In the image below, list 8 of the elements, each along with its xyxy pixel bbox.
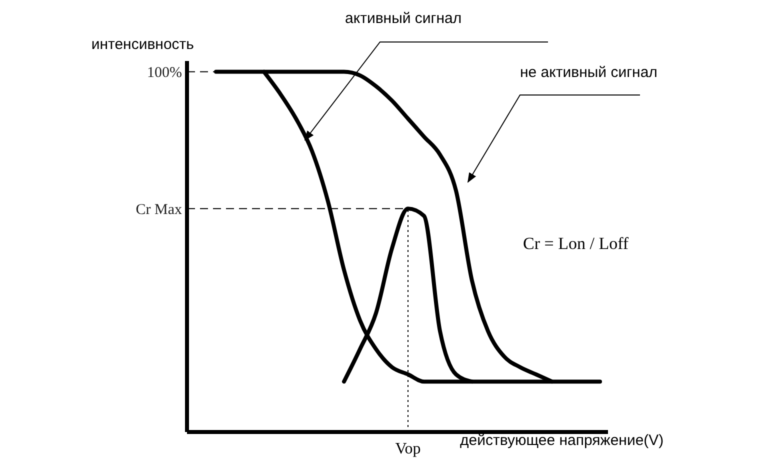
text: Vop xyxy=(395,440,421,458)
text: активный сигнал xyxy=(345,10,462,27)
ref-line-label: 100% xyxy=(147,65,182,82)
ref-line-label: Cr Max xyxy=(136,202,182,218)
text: не активный сигнал xyxy=(520,64,658,81)
y-axis-title: интенсивность xyxy=(91,36,194,53)
x-axis-title: действующее напряжение(V) xyxy=(460,432,664,449)
annotation: Cr = Lon / Loff xyxy=(523,234,629,254)
